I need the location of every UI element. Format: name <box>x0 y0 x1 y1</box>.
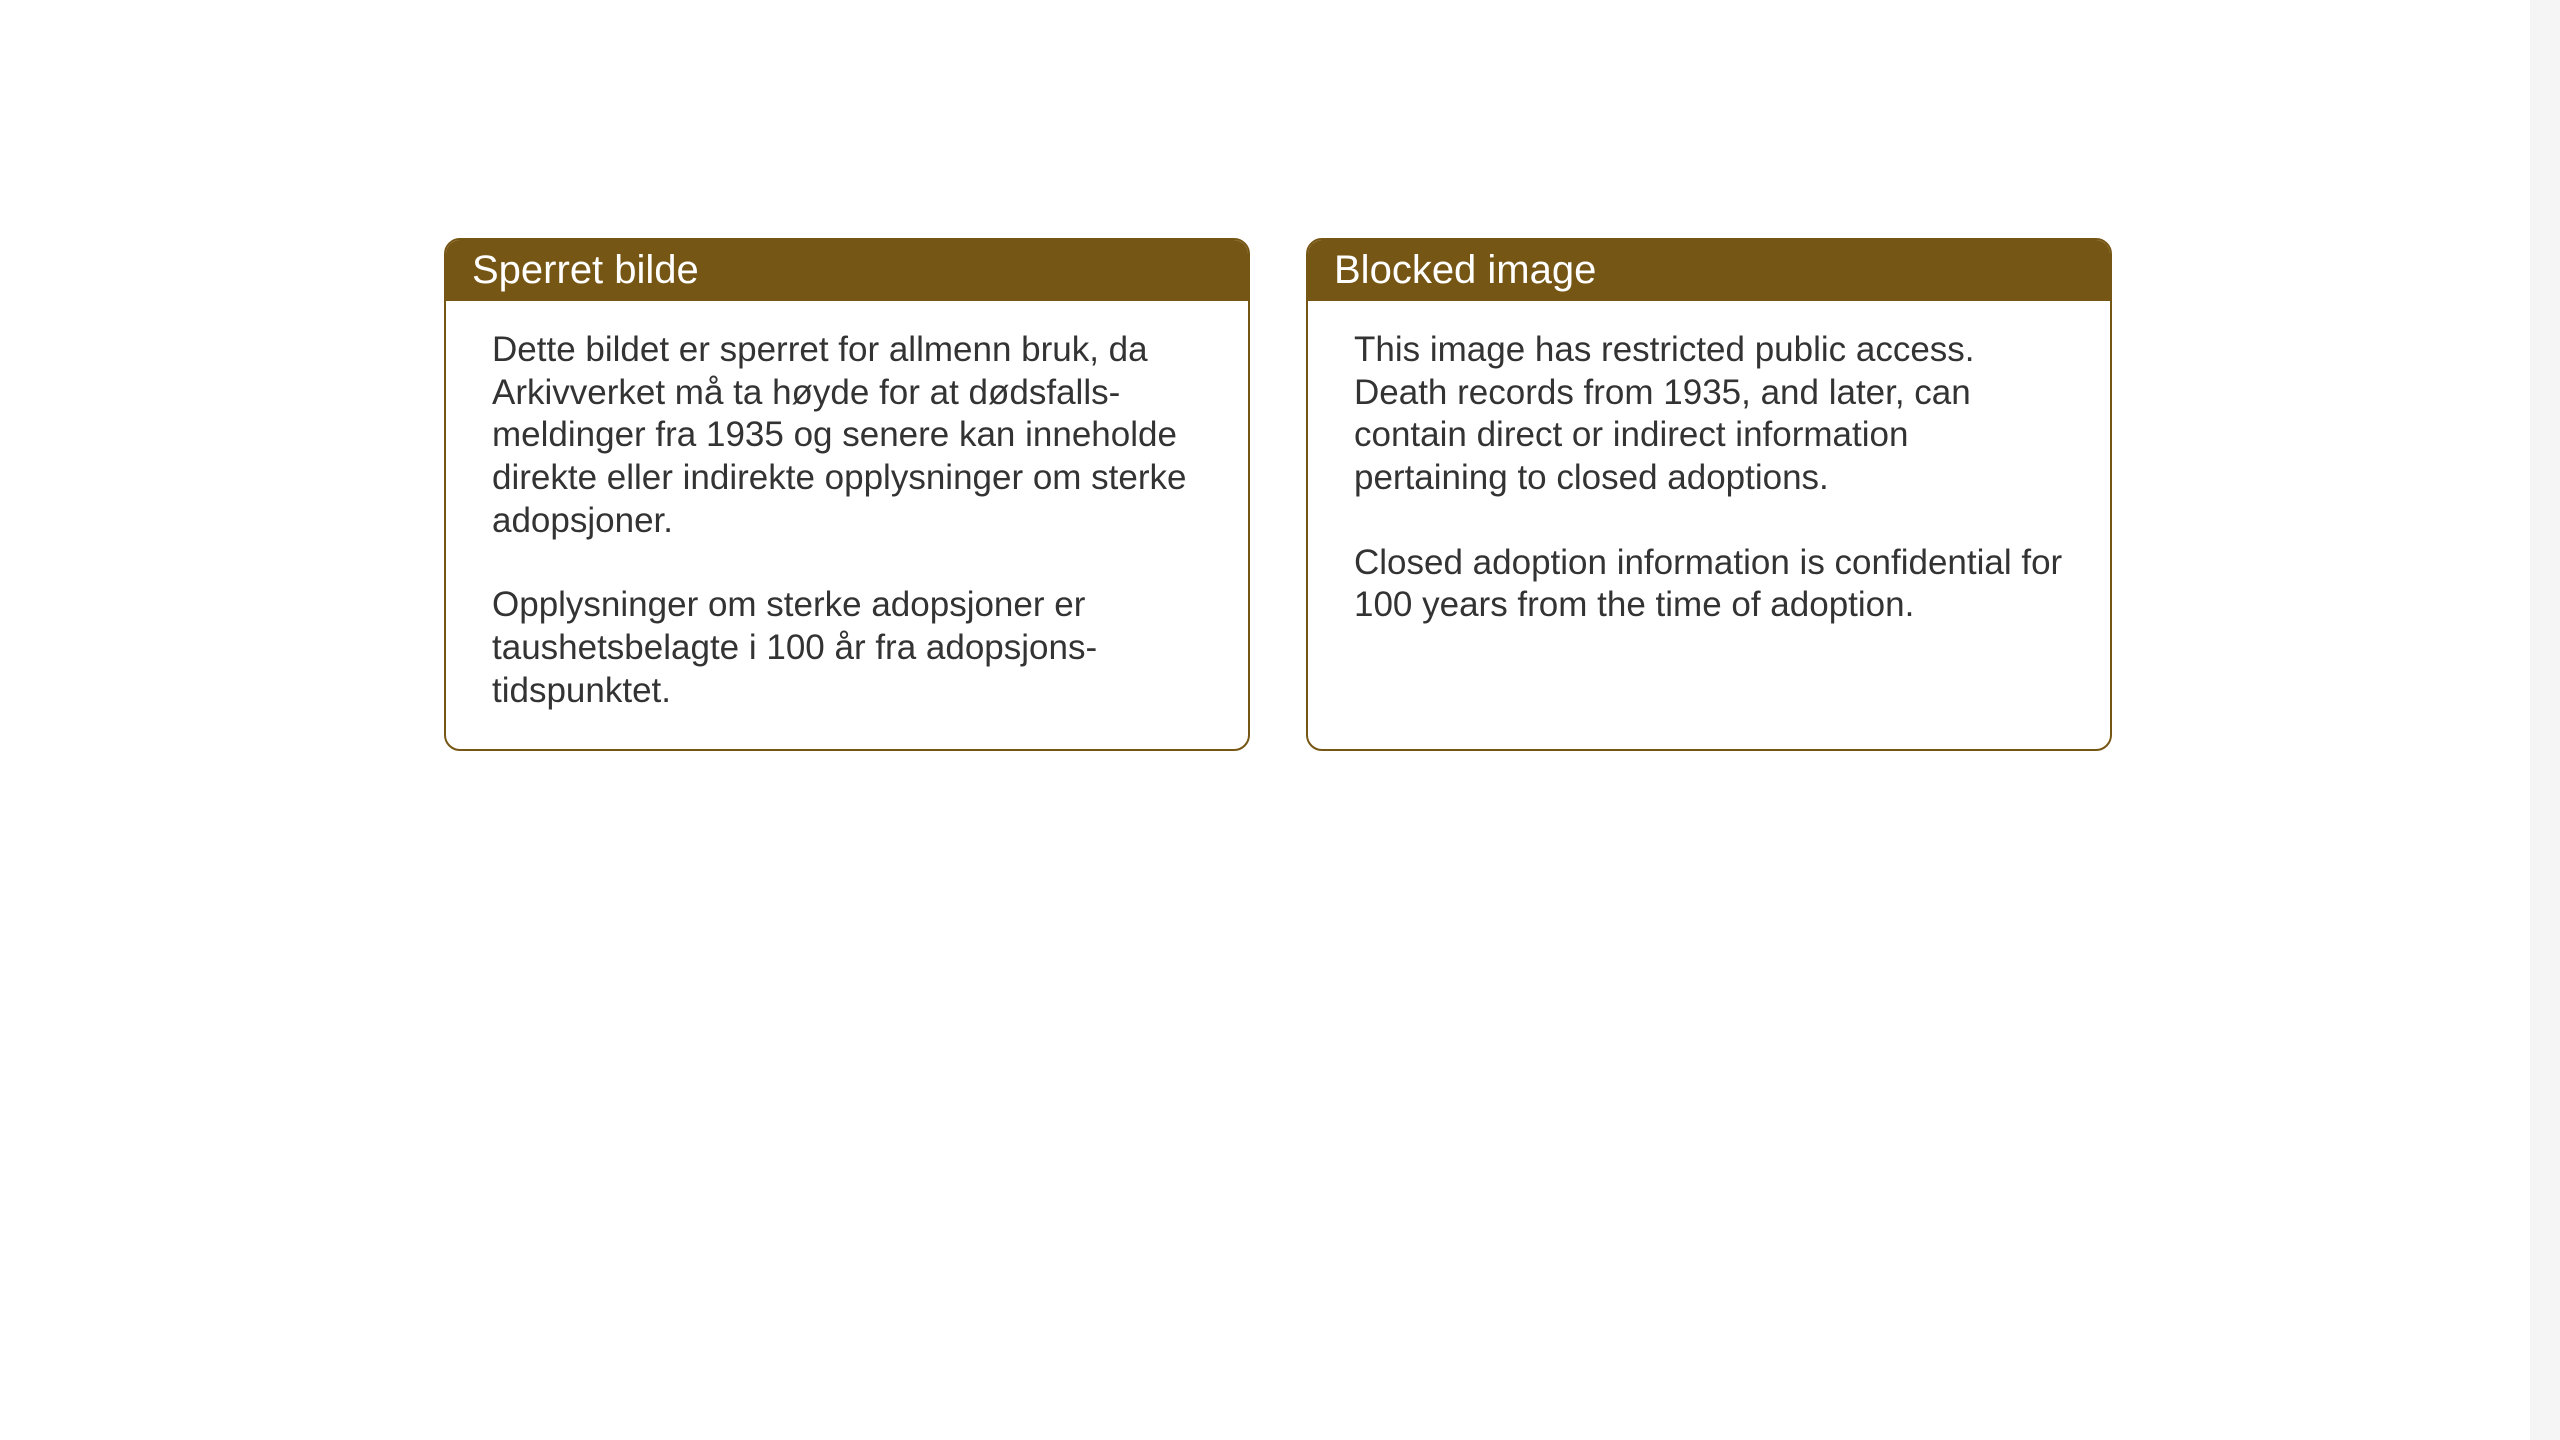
english-paragraph-1: This image has restricted public access.… <box>1354 329 2070 500</box>
norwegian-notice-card: Sperret bilde Dette bildet er sperret fo… <box>444 238 1250 751</box>
scrollbar[interactable] <box>2530 0 2560 1440</box>
english-paragraph-2: Closed adoption information is confident… <box>1354 542 2070 627</box>
norwegian-paragraph-2: Opplysninger om sterke adopsjoner er tau… <box>492 584 1208 712</box>
norwegian-card-title: Sperret bilde <box>446 240 1248 301</box>
english-card-title: Blocked image <box>1308 240 2110 301</box>
english-notice-card: Blocked image This image has restricted … <box>1306 238 2112 751</box>
english-card-body: This image has restricted public access.… <box>1308 301 2110 663</box>
norwegian-paragraph-1: Dette bildet er sperret for allmenn bruk… <box>492 329 1208 542</box>
norwegian-card-body: Dette bildet er sperret for allmenn bruk… <box>446 301 1248 749</box>
notice-container: Sperret bilde Dette bildet er sperret fo… <box>0 0 2560 751</box>
